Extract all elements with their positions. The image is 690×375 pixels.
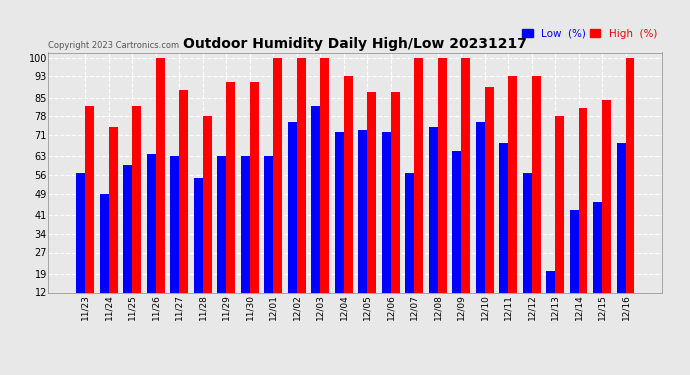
Bar [147, 154, 156, 292]
Bar [311, 106, 320, 292]
Bar [156, 58, 164, 292]
Bar [297, 58, 306, 292]
Bar [217, 156, 226, 292]
Bar [76, 172, 85, 292]
Bar [499, 143, 508, 292]
Bar [626, 58, 635, 292]
Bar [132, 106, 141, 292]
Bar [475, 122, 484, 292]
Bar [226, 82, 235, 292]
Bar [437, 58, 446, 292]
Bar [461, 58, 470, 292]
Bar [405, 172, 414, 292]
Bar [124, 165, 132, 292]
Bar [85, 106, 94, 292]
Bar [264, 156, 273, 292]
Title: Outdoor Humidity Daily High/Low 20231217: Outdoor Humidity Daily High/Low 20231217 [184, 38, 527, 51]
Bar [570, 210, 579, 292]
Legend: Low  (%), High  (%): Low (%), High (%) [522, 29, 657, 39]
Bar [250, 82, 259, 292]
Text: Copyright 2023 Cartronics.com: Copyright 2023 Cartronics.com [48, 41, 179, 50]
Bar [203, 117, 212, 292]
Bar [546, 271, 555, 292]
Bar [108, 127, 117, 292]
Bar [602, 100, 611, 292]
Bar [391, 93, 400, 292]
Bar [358, 130, 367, 292]
Bar [344, 76, 353, 292]
Bar [382, 132, 391, 292]
Bar [593, 202, 602, 292]
Bar [579, 108, 587, 292]
Bar [452, 151, 461, 292]
Bar [194, 178, 203, 292]
Bar [555, 117, 564, 292]
Bar [508, 76, 517, 292]
Bar [320, 58, 329, 292]
Bar [531, 76, 540, 292]
Bar [367, 93, 376, 292]
Bar [273, 58, 282, 292]
Bar [241, 156, 250, 292]
Bar [170, 156, 179, 292]
Bar [179, 90, 188, 292]
Bar [288, 122, 297, 292]
Bar [335, 132, 344, 292]
Bar [414, 58, 423, 292]
Bar [522, 172, 531, 292]
Bar [100, 194, 108, 292]
Bar [617, 143, 626, 292]
Bar [428, 127, 437, 292]
Bar [484, 87, 493, 292]
